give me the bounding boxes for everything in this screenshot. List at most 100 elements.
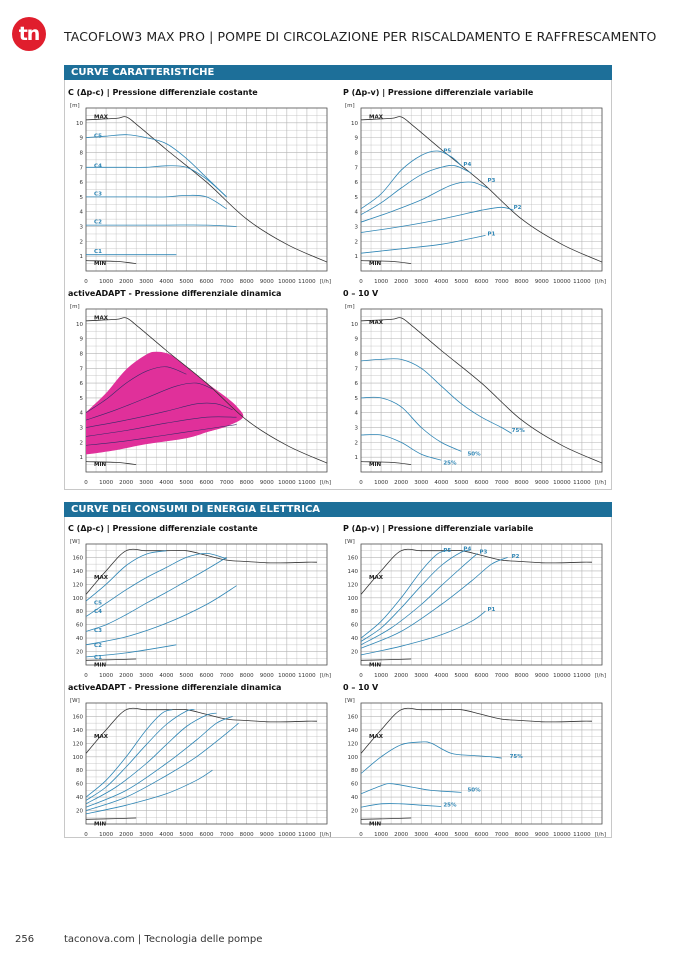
y-tick-label: 40 (76, 636, 83, 642)
chart-svg: [m] [l/h] 0 1000 2000 3000 4000 5000 6000 7000 800… (345, 103, 606, 285)
y-tick-label: 8 (80, 150, 84, 156)
x-tick-label: 5000 (179, 279, 193, 285)
series-line (86, 402, 233, 428)
y-tick-label: 1 (355, 254, 359, 260)
chart-v-power: [W] [l/h] 0 1000 2000 3000 4000 5000 6000 7000 800… (343, 695, 608, 838)
x-tick-label: 4000 (434, 480, 448, 486)
x-tick-label: 11000 (573, 480, 591, 486)
x-tick-label: 11000 (298, 673, 316, 679)
x-tick-label: 8000 (515, 480, 529, 486)
series-label: MAX (94, 315, 109, 321)
y-tick-label: 80 (76, 609, 83, 615)
y-tick-label: 40 (351, 636, 358, 642)
y-tick-label: 60 (76, 623, 83, 629)
series-line (86, 817, 137, 820)
series-line (86, 224, 237, 227)
y-tick-label: 6 (80, 180, 84, 186)
series-label: P3 (479, 549, 487, 555)
x-tick-label: 0 (84, 832, 88, 838)
series-label: C4 (94, 609, 102, 615)
y-tick-label: 5 (355, 396, 359, 402)
taconova-logo: tn (12, 17, 46, 51)
x-tick-label: 10000 (278, 279, 296, 285)
series-label: 75% (512, 428, 526, 434)
series-label: MIN (369, 261, 382, 267)
operating-range-area (86, 351, 244, 455)
series-label: MIN (94, 821, 107, 827)
series-line (361, 181, 488, 223)
chart-p-power: [W] [l/h] 0 1000 2000 3000 4000 5000 6000 7000 800… (343, 536, 608, 679)
series-line (86, 461, 137, 465)
y-tick-label: 60 (351, 782, 358, 788)
x-tick-label: 9000 (535, 480, 549, 486)
series-label: MAX (94, 575, 109, 581)
y-tick-label: 160 (73, 555, 84, 561)
y-tick-label: 100 (348, 596, 359, 602)
y-tick-label: 80 (351, 768, 358, 774)
logo-text: tn (18, 23, 41, 45)
x-tick-label: 3000 (139, 480, 153, 486)
x-tick-label: 5000 (454, 832, 468, 838)
x-tick-label: 1000 (374, 279, 388, 285)
x-axis-unit: [l/h] (320, 480, 331, 486)
series-line (86, 658, 137, 661)
series-line (361, 557, 508, 649)
y-axis-unit: [W] (345, 698, 355, 704)
y-tick-label: 7 (80, 366, 84, 372)
x-tick-label: 1000 (374, 673, 388, 679)
x-axis-unit: [l/h] (320, 673, 331, 679)
x-tick-label: 4000 (159, 480, 173, 486)
x-tick-label: 9000 (535, 832, 549, 838)
x-tick-label: 10000 (278, 832, 296, 838)
series-label: P5 (443, 548, 451, 554)
x-tick-label: 1000 (99, 832, 113, 838)
chart-v-head: [m] [l/h] 0 1000 2000 3000 4000 5000 6000 7000 800… (343, 301, 608, 486)
series-label: C1 (94, 655, 102, 661)
plot-frame (85, 107, 328, 272)
y-tick-label: 40 (76, 795, 83, 801)
x-tick-label: 3000 (414, 279, 428, 285)
y-tick-label: 8 (355, 351, 359, 357)
y-tick-label: 7 (355, 165, 359, 171)
x-tick-label: 3000 (414, 832, 428, 838)
y-tick-label: 4 (80, 210, 84, 216)
y-tick-label: 100 (73, 596, 84, 602)
y-tick-label: 20 (351, 650, 358, 656)
x-tick-label: 4000 (434, 673, 448, 679)
series-line (86, 317, 327, 464)
series-line (86, 709, 195, 801)
series-line (361, 260, 412, 264)
plot-frame (360, 543, 603, 666)
series-line (86, 382, 213, 421)
x-tick-label: 6000 (200, 673, 214, 679)
x-tick-label: 10000 (278, 673, 296, 679)
x-tick-label: 7000 (495, 832, 509, 838)
chart-svg: [W] [l/h] 0 1000 2000 3000 4000 5000 6000 7000 800… (345, 698, 606, 838)
series-line (361, 550, 470, 642)
plot-area (361, 116, 602, 264)
series-label: P5 (443, 148, 451, 154)
x-tick-label: 2000 (119, 279, 133, 285)
x-tick-label: 1000 (99, 279, 113, 285)
series-label: MIN (94, 462, 107, 468)
x-tick-label: 11000 (573, 832, 591, 838)
x-tick-label: 10000 (553, 832, 571, 838)
x-tick-label: 8000 (515, 832, 529, 838)
y-tick-label: 1 (80, 254, 84, 260)
x-tick-label: 8000 (240, 832, 254, 838)
x-tick-label: 9000 (260, 673, 274, 679)
series-line (86, 194, 227, 210)
chart-svg: [W] [l/h] 0 1000 2000 3000 4000 5000 6000 7000 800… (345, 539, 606, 679)
x-tick-label: 2000 (119, 480, 133, 486)
series-label: MAX (369, 575, 384, 581)
y-tick-label: 2 (80, 239, 84, 245)
series-line (86, 416, 237, 437)
series-label: P1 (488, 607, 496, 613)
x-tick-label: 11000 (298, 480, 316, 486)
page-number: 256 (15, 934, 35, 945)
x-tick-label: 7000 (495, 279, 509, 285)
x-tick-label: 11000 (298, 832, 316, 838)
x-tick-label: 1000 (374, 480, 388, 486)
x-tick-label: 2000 (394, 832, 408, 838)
series-line (361, 741, 502, 774)
